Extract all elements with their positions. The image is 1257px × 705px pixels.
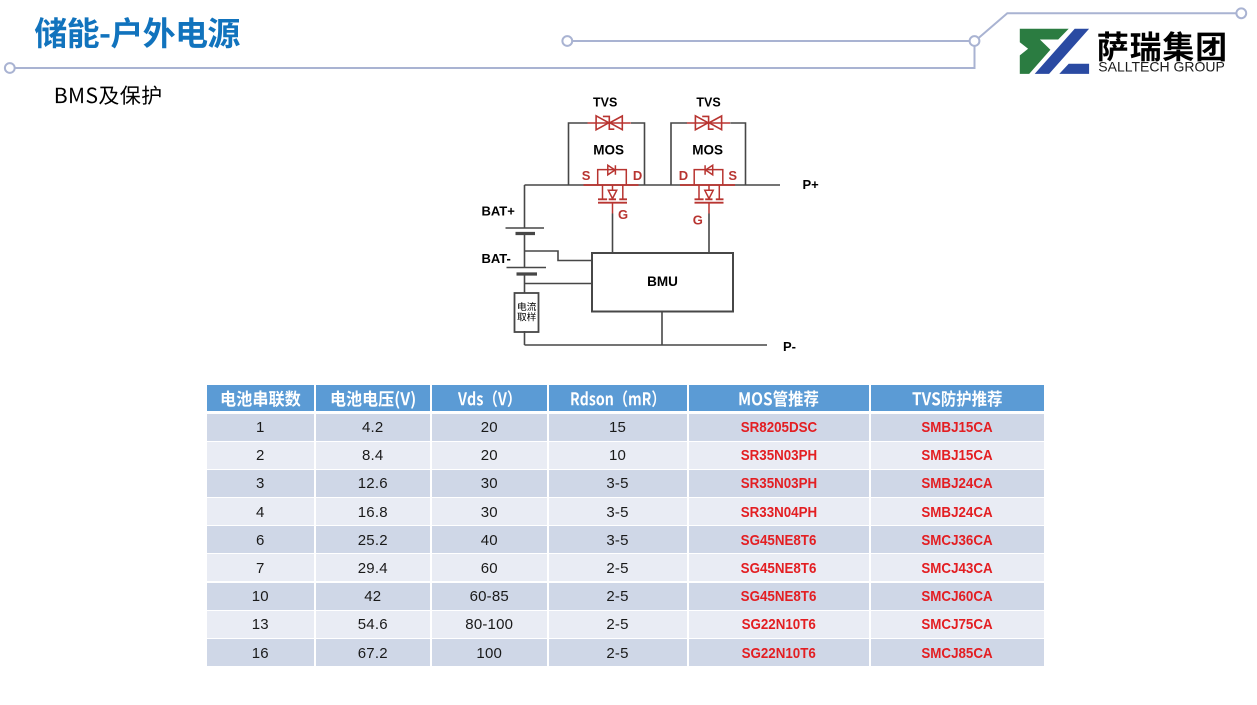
svg-text:TVS: TVS <box>696 96 720 110</box>
svg-text:S: S <box>582 168 591 183</box>
svg-text:D: D <box>633 168 642 183</box>
svg-text:MOS: MOS <box>593 142 624 157</box>
svg-text:SALLTECH GROUP: SALLTECH GROUP <box>1098 59 1225 75</box>
svg-text:G: G <box>618 207 628 222</box>
svg-text:G: G <box>693 213 703 228</box>
svg-text:BAT-: BAT- <box>482 251 511 266</box>
svg-text:S: S <box>728 168 737 183</box>
svg-text:P-: P- <box>783 339 796 354</box>
svg-text:TVS: TVS <box>593 96 617 110</box>
svg-text:BAT+: BAT+ <box>482 204 516 219</box>
svg-text:D: D <box>679 168 688 183</box>
svg-text:BMU: BMU <box>647 274 678 289</box>
svg-text:P+: P+ <box>803 177 820 192</box>
svg-text:MOS: MOS <box>692 142 723 157</box>
